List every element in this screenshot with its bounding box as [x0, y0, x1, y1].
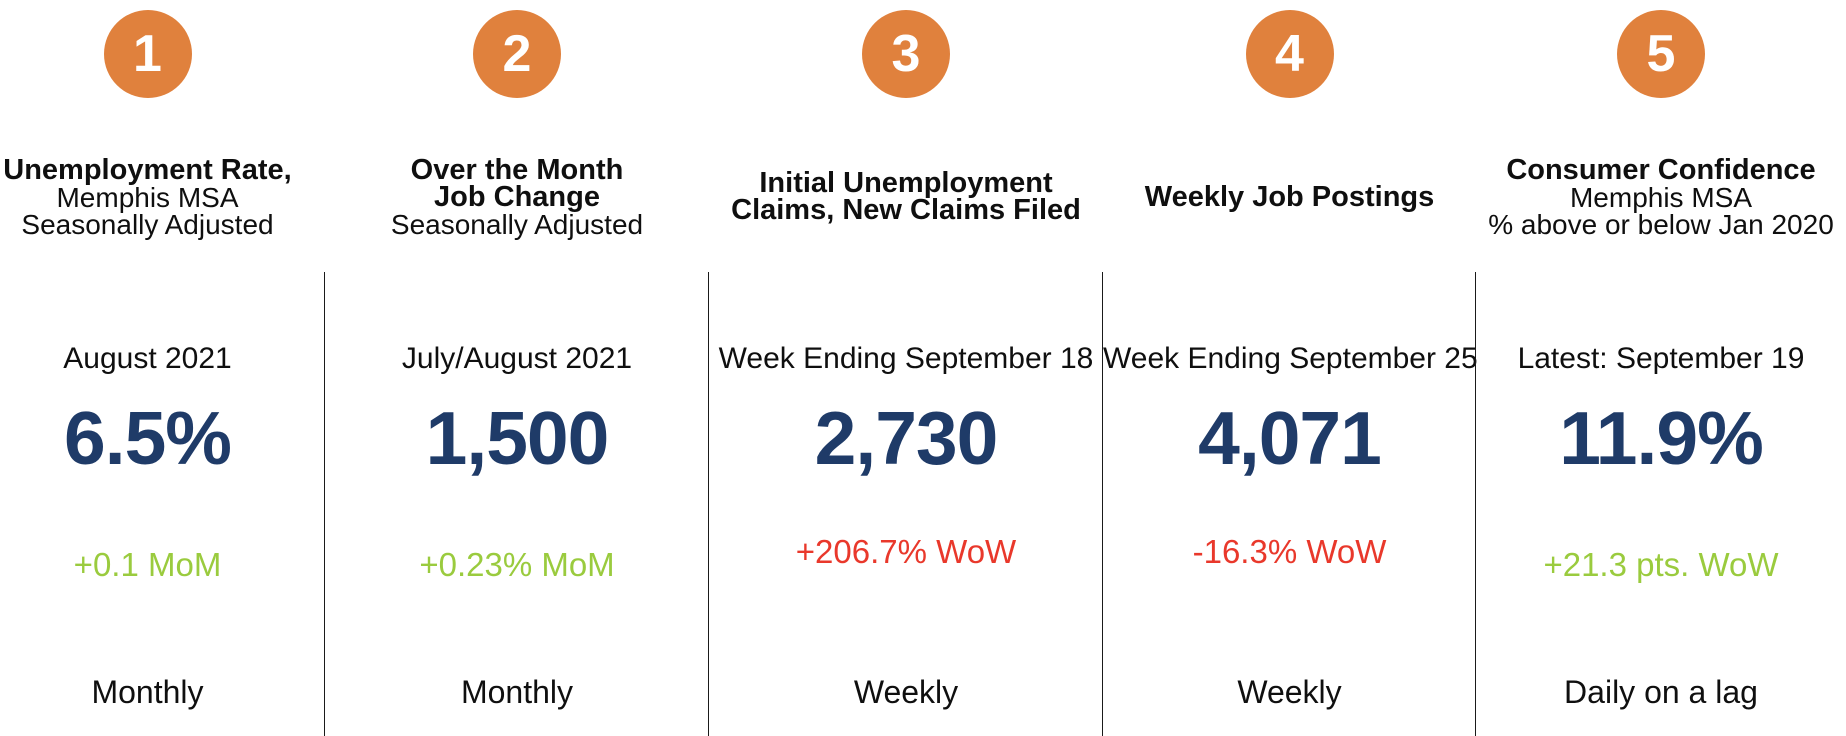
column-divider	[1474, 272, 1476, 736]
badge-number: 1	[133, 25, 162, 83]
metric-subtitle: Seasonally Adjusted	[390, 208, 644, 240]
change-row: +0.1 MoM	[0, 547, 295, 583]
metric-title-line2: Claims, New Claims Filed	[731, 194, 1081, 226]
change-row: +21.3 pts. WoW	[1476, 547, 1846, 583]
metric-title: Weekly Job Postings	[1144, 180, 1435, 213]
metric-title-block: Unemployment Rate, Memphis MSA Seasonall…	[0, 155, 295, 239]
frequency-label: Monthly	[460, 674, 574, 710]
metric-value: 4,071	[1198, 396, 1382, 480]
metric-title-block: Initial Unemployment Claims, New Claims …	[709, 155, 1103, 239]
column-divider	[323, 272, 325, 736]
change-indicator: +21.3 pts. WoW	[1543, 546, 1779, 583]
frequency-label: Monthly	[91, 674, 204, 710]
metric-subtitle-line2: % above or below Jan 2020	[1488, 208, 1834, 240]
change-indicator: +0.1 MoM	[73, 546, 222, 583]
frequency-label: Daily on a lag	[1564, 674, 1758, 710]
number-badge: 4	[1245, 10, 1334, 98]
metric-value: 11.9%	[1559, 396, 1764, 480]
metric-subtitle: Memphis MSA	[56, 181, 239, 213]
metric-column-consumer-confidence: 5 Consumer Confidence Memphis MSA % abov…	[1476, 0, 1846, 736]
change-indicator: -16.3% WoW	[1192, 533, 1387, 570]
period-label: August 2021	[63, 342, 232, 375]
badge-number: 3	[891, 25, 921, 83]
number-badge: 5	[1617, 10, 1705, 98]
metric-value: 6.5%	[64, 396, 232, 480]
column-divider	[1101, 272, 1103, 736]
metric-subtitle: Memphis MSA	[1569, 181, 1753, 213]
period-label: Latest: September 19	[1517, 342, 1805, 375]
number-badge: 2	[473, 10, 561, 98]
metric-column-job-postings: 4 Weekly Job Postings Week Ending Septem…	[1103, 0, 1478, 736]
metric-title-block: Consumer Confidence Memphis MSA % above …	[1476, 155, 1846, 239]
frequency-label: Weekly	[1237, 674, 1342, 710]
metric-column-initial-claims: 3 Initial Unemployment Claims, New Claim…	[709, 0, 1103, 736]
metric-value: 2,730	[814, 396, 999, 480]
number-badge: 3	[862, 10, 950, 98]
metric-title-block: Weekly Job Postings	[1103, 155, 1476, 239]
metric-title-block: Over the Month Job Change Seasonally Adj…	[325, 155, 709, 239]
change-row: +206.7% WoW	[709, 534, 1103, 570]
number-badge: 1	[103, 10, 192, 98]
metric-column-job-change: 2 Over the Month Job Change Seasonally A…	[325, 0, 709, 736]
badge-number: 2	[502, 25, 532, 83]
change-row: +0.23% MoM	[325, 547, 709, 583]
period-label: July/August 2021	[401, 342, 633, 375]
metric-title: Consumer Confidence	[1506, 153, 1816, 186]
column-divider	[707, 272, 709, 736]
metric-title: Unemployment Rate,	[3, 153, 292, 186]
period-label: Week Ending September 18	[718, 342, 1094, 375]
change-indicator: +206.7% WoW	[795, 533, 1017, 570]
metric-column-unemployment-rate: 1 Unemployment Rate, Memphis MSA Seasona…	[0, 0, 325, 736]
badge-number: 4	[1275, 25, 1304, 83]
change-row: -16.3% WoW	[1103, 534, 1476, 570]
metric-value: 1,500	[425, 396, 610, 480]
frequency-label: Weekly	[853, 674, 959, 710]
badge-number: 5	[1646, 25, 1676, 83]
metric-title-line2: Job Change	[434, 180, 600, 213]
period-label: Week Ending September 25	[1103, 342, 1478, 375]
change-indicator: +0.23% MoM	[419, 546, 615, 583]
metric-title: Over the Month	[410, 153, 624, 186]
metric-subtitle-line2: Seasonally Adjusted	[21, 208, 274, 240]
metric-title: Initial Unemployment	[759, 167, 1053, 199]
